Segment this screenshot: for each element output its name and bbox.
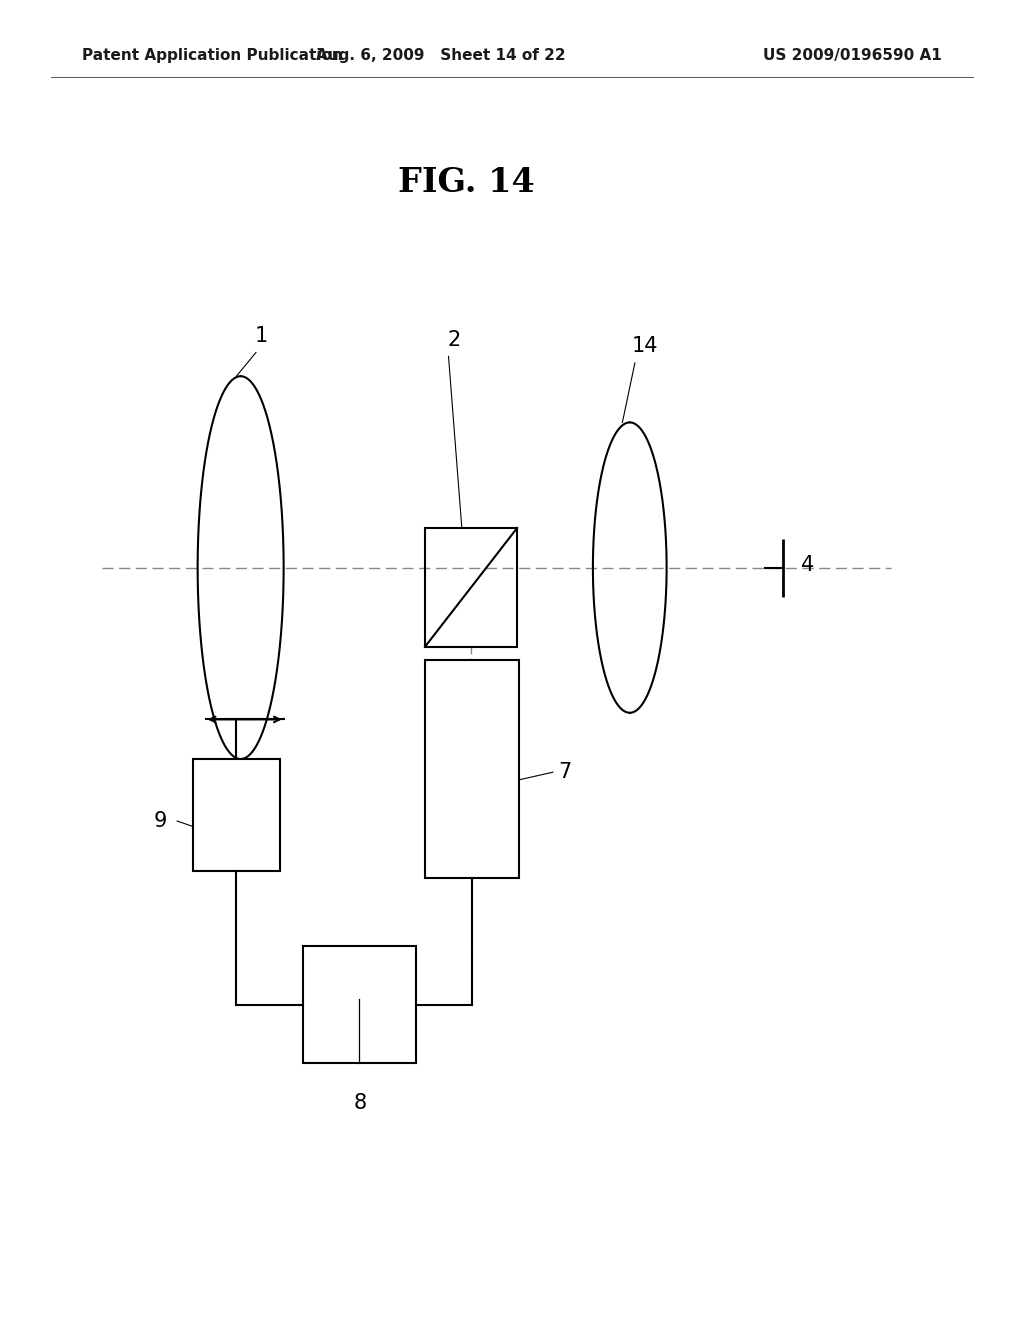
Text: 14: 14 [632,337,658,356]
Text: 7: 7 [558,762,571,783]
Text: FIG. 14: FIG. 14 [397,166,535,199]
Bar [425,528,517,647]
Text: 9: 9 [154,810,167,832]
Bar [425,660,519,878]
Text: 1: 1 [255,326,267,346]
Text: Aug. 6, 2009   Sheet 14 of 22: Aug. 6, 2009 Sheet 14 of 22 [315,48,565,63]
Bar [193,759,280,871]
Text: US 2009/0196590 A1: US 2009/0196590 A1 [763,48,942,63]
Text: 2: 2 [447,330,460,350]
Bar [303,946,416,1063]
Text: Patent Application Publication: Patent Application Publication [82,48,343,63]
Text: 4: 4 [801,554,814,576]
Text: 8: 8 [354,1093,367,1113]
